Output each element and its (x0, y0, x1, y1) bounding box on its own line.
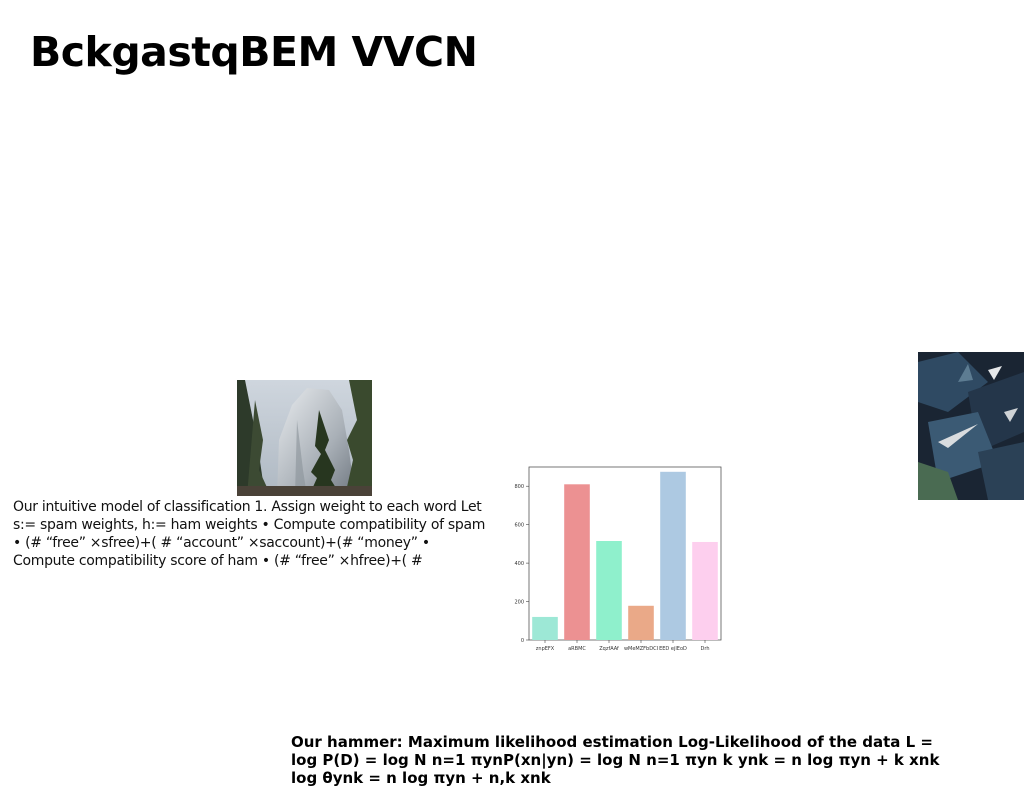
y-tick-label: 800 (514, 484, 524, 490)
x-tick-label: ZqzfAAf (599, 646, 619, 652)
x-tick-label: aRBMC (568, 646, 586, 652)
x-tick-label: wMeMZFbDCI (624, 646, 658, 652)
x-tick-label: Drh (701, 646, 710, 652)
plot-frame (528, 466, 722, 641)
feathers-photo (918, 352, 1024, 500)
y-tick-label: 400 (514, 561, 524, 567)
slide-title: BckgastqBEM VVCN (30, 28, 478, 76)
bar-chart: 0 200 400 600 800 znpEFX aRBMC ZqzfAAf wMeMZFbDC… (506, 462, 728, 654)
y-tick-label: 600 (514, 523, 524, 529)
y-tick-label: 0 (521, 638, 524, 644)
y-tick-label: 200 (514, 600, 524, 606)
bar (628, 605, 654, 640)
x-tick-label: EED ejIEoD (659, 646, 687, 652)
bottom-text: Our hammer: Maximum likelihood estimatio… (291, 733, 940, 787)
bar (692, 541, 718, 640)
body-text: Our intuitive model of classification 1.… (13, 499, 486, 569)
bar (660, 471, 686, 640)
cliff-photo (237, 380, 372, 496)
x-tick-label: znpEFX (536, 646, 555, 652)
bar (564, 484, 590, 640)
bar (596, 541, 622, 640)
bar (532, 616, 558, 640)
bar-chart-svg: 0 200 400 600 800 znpEFX aRBMC ZqzfAAf wMeMZFbDC… (514, 466, 722, 652)
